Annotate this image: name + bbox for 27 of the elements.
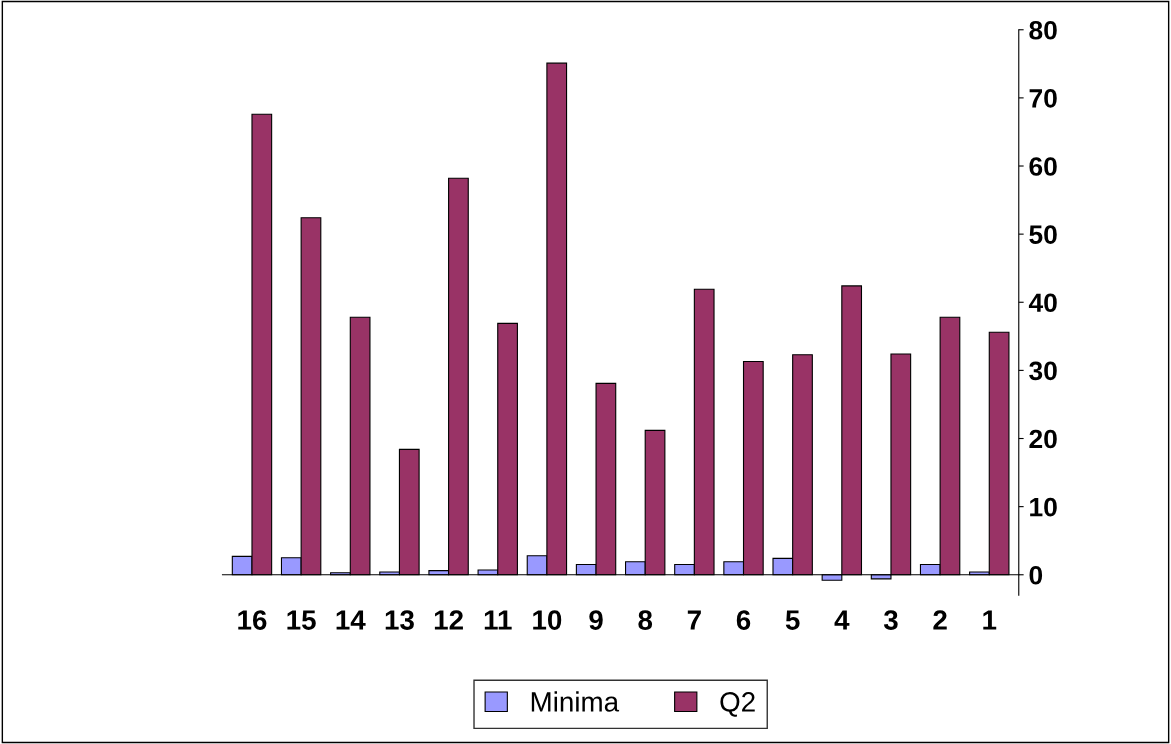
x-tick-label: 11 — [484, 610, 512, 630]
y-tick-label: 60 — [1029, 157, 1057, 176]
y-tick-label: 80 — [1029, 20, 1057, 40]
x-tick-label: 3 — [883, 610, 898, 630]
x-tick-label: 12 — [434, 610, 463, 630]
y-tick-label: 30 — [1029, 361, 1057, 381]
legend-label: Minima — [531, 691, 620, 712]
x-tick-label: 10 — [533, 610, 562, 630]
x-tick-label: 8 — [638, 610, 653, 630]
x-tick-label: 2 — [933, 610, 947, 630]
x-tick-label: 1 — [983, 610, 997, 630]
x-tick-label: 13 — [385, 610, 414, 630]
x-tick-label: 15 — [287, 610, 316, 630]
x-tick-label: 7 — [687, 610, 701, 630]
x-tick-label: 4 — [834, 610, 850, 630]
legend-label: Q2 — [720, 692, 755, 717]
x-tick-label: 14 — [336, 610, 366, 630]
x-tick-label: 9 — [589, 610, 603, 630]
y-tick-label: 50 — [1029, 225, 1057, 244]
y-tick-label: 10 — [1030, 497, 1057, 517]
y-tick-label: 70 — [1029, 89, 1057, 108]
x-tick-label: 6 — [736, 610, 751, 630]
y-tick-label: 0 — [1029, 565, 1043, 585]
y-tick-label: 40 — [1028, 293, 1057, 313]
y-tick-label: 20 — [1029, 429, 1057, 449]
x-tick-label: 5 — [785, 610, 800, 630]
x-tick-label: 16 — [238, 610, 267, 630]
